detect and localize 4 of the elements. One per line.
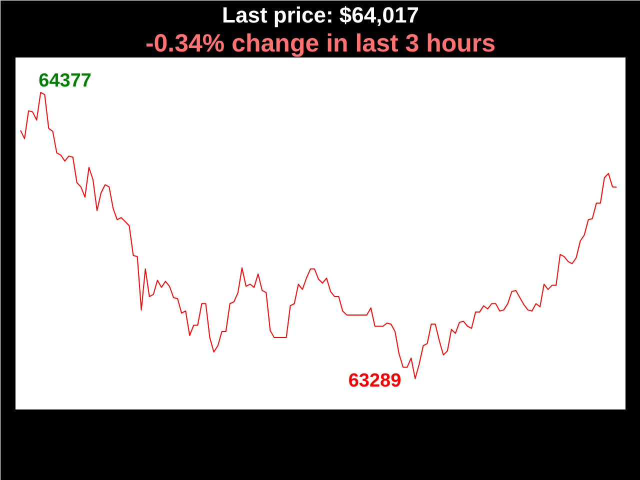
chart-title: Last price: $64,017 xyxy=(222,2,419,28)
chart-subtitle: -0.34% change in last 3 hours xyxy=(145,30,496,58)
data-label: 64377 xyxy=(38,70,92,92)
data-label: 63289 xyxy=(348,370,402,392)
